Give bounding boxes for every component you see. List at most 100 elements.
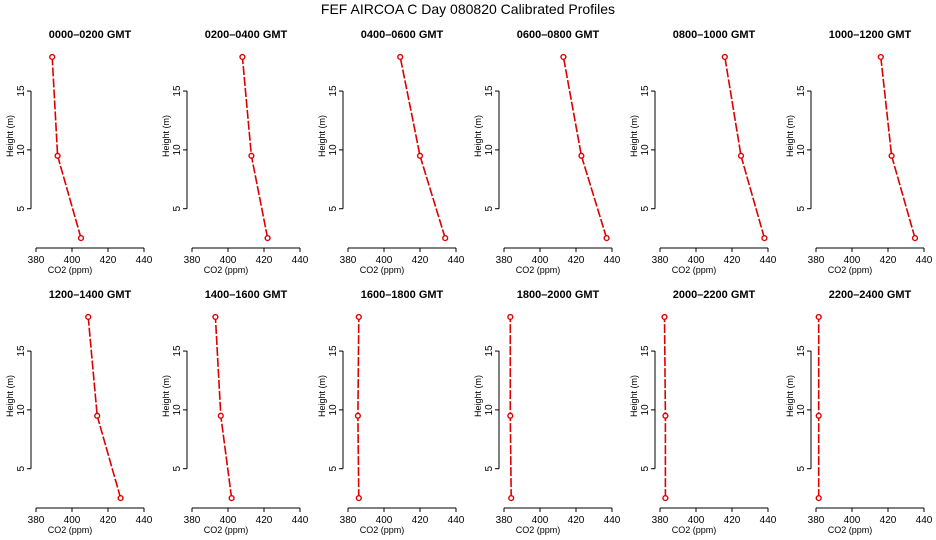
x-tick-label: 440 — [604, 255, 621, 266]
data-point — [815, 313, 822, 321]
y-axis-label: Height (m) — [5, 115, 15, 157]
data-point — [888, 152, 895, 159]
y-axis-label: Height (m) — [629, 115, 639, 157]
x-tick-label: 400 — [220, 255, 237, 266]
x-axis-label: CO2 (ppm) — [828, 525, 873, 535]
x-tick-label: 380 — [340, 255, 357, 266]
x-tick-label: 420 — [412, 515, 429, 526]
x-axis-label: CO2 (ppm) — [48, 265, 93, 275]
x-tick-label: 400 — [844, 515, 861, 526]
y-tick-label: 5 — [484, 465, 495, 471]
x-tick-label: 380 — [496, 515, 513, 526]
x-tick-label: 440 — [916, 255, 933, 266]
y-axis-label: Height (m) — [473, 115, 483, 157]
y-tick-label: 15 — [328, 345, 339, 357]
data-point — [54, 152, 61, 159]
y-tick-label: 10 — [16, 144, 27, 156]
y-tick-label: 15 — [16, 345, 27, 357]
data-point — [661, 313, 668, 321]
data-point — [761, 235, 768, 242]
x-tick-label: 440 — [292, 515, 309, 526]
x-tick-label: 400 — [532, 255, 549, 266]
profile-line — [357, 316, 360, 499]
x-tick-label: 440 — [916, 515, 933, 526]
panel-8: 1400–1600 GMT 380 400 420 440 5 10 15 CO2 (ppm) H… — [161, 289, 309, 535]
panel-12: 2200–2400 GMT 380 400 420 440 5 10 15 CO2 (ppm) H… — [785, 289, 933, 535]
panel-1: 0000–0200 GMT 380 400 420 440 5 10 15 CO2 (ppm) H… — [5, 29, 153, 275]
y-tick-label: 10 — [16, 404, 27, 416]
y-tick-label: 5 — [796, 205, 807, 211]
x-tick-label: 440 — [760, 255, 777, 266]
y-tick-label: 5 — [172, 205, 183, 211]
x-tick-label: 400 — [376, 255, 393, 266]
x-tick-label: 420 — [100, 515, 117, 526]
y-tick-label: 15 — [328, 85, 339, 97]
panel-title: 1200–1400 GMT — [49, 289, 132, 301]
x-tick-label: 380 — [184, 255, 201, 266]
panel-title: 0400–0600 GMT — [361, 29, 444, 41]
x-tick-label: 380 — [184, 515, 201, 526]
x-tick-label: 420 — [412, 255, 429, 266]
data-point — [578, 152, 585, 159]
x-tick-label: 400 — [532, 515, 549, 526]
data-point — [228, 495, 235, 502]
x-tick-label: 420 — [568, 515, 585, 526]
data-point — [815, 412, 822, 419]
x-axis-label: CO2 (ppm) — [360, 265, 405, 275]
x-tick-label: 380 — [496, 255, 513, 266]
data-point — [662, 412, 669, 419]
y-tick-label: 10 — [328, 144, 339, 156]
data-point — [49, 53, 56, 61]
x-tick-label: 420 — [256, 255, 273, 266]
data-point — [560, 53, 567, 61]
y-axis-label: Height (m) — [317, 375, 327, 417]
panel-title: 0800–1000 GMT — [673, 29, 756, 41]
x-tick-label: 420 — [724, 515, 741, 526]
x-tick-label: 380 — [652, 515, 669, 526]
panel-11: 2000–2200 GMT 380 400 420 440 5 10 15 CO2 (ppm) H… — [629, 289, 777, 535]
x-axis-label: CO2 (ppm) — [672, 525, 717, 535]
x-tick-label: 420 — [256, 515, 273, 526]
profile-line — [399, 56, 446, 239]
y-tick-label: 15 — [172, 345, 183, 357]
data-point — [217, 412, 224, 419]
panel-4: 0600–0800 GMT 380 400 420 440 5 10 15 CO2 (ppm) H… — [473, 29, 621, 275]
panel-title: 1400–1600 GMT — [205, 289, 288, 301]
panel-2: 0200–0400 GMT 380 400 420 440 5 10 15 CO2 (ppm) H… — [161, 29, 309, 275]
x-tick-label: 400 — [64, 255, 81, 266]
x-tick-label: 440 — [292, 255, 309, 266]
x-tick-label: 420 — [724, 255, 741, 266]
data-point — [508, 495, 515, 502]
data-point — [355, 495, 362, 502]
y-tick-label: 10 — [484, 144, 495, 156]
profile-line — [663, 316, 667, 499]
data-point — [911, 235, 919, 242]
y-tick-label: 15 — [640, 85, 651, 97]
data-point — [264, 235, 271, 242]
x-axis-label: CO2 (ppm) — [360, 525, 405, 535]
y-tick-label: 5 — [172, 465, 183, 471]
y-tick-label: 15 — [16, 85, 27, 97]
y-axis-label: Height (m) — [5, 375, 15, 417]
x-tick-label: 380 — [28, 255, 45, 266]
data-point — [416, 152, 424, 159]
x-axis-label: CO2 (ppm) — [828, 265, 873, 275]
data-point — [721, 53, 728, 61]
panel-10: 1800–2000 GMT 380 400 420 440 5 10 15 CO2 (ppm) H… — [473, 289, 621, 535]
y-tick-label: 15 — [640, 345, 651, 357]
data-point — [355, 313, 362, 321]
y-tick-label: 5 — [328, 205, 339, 211]
panel-9: 1600–1800 GMT 380 400 420 440 5 10 15 CO2 (ppm) H… — [317, 289, 465, 535]
x-tick-label: 440 — [136, 515, 153, 526]
x-tick-label: 420 — [100, 255, 117, 266]
panel-title: 1800–2000 GMT — [517, 289, 600, 301]
panel-title: 2000–2200 GMT — [673, 289, 756, 301]
panel-title: 0600–0800 GMT — [517, 29, 600, 41]
profile-line — [880, 56, 916, 239]
y-axis-label: Height (m) — [161, 375, 171, 417]
y-axis-label: Height (m) — [629, 375, 639, 417]
x-tick-label: 380 — [652, 255, 669, 266]
y-axis-label: Height (m) — [473, 375, 483, 417]
profile-line — [214, 316, 233, 499]
x-tick-label: 440 — [760, 515, 777, 526]
